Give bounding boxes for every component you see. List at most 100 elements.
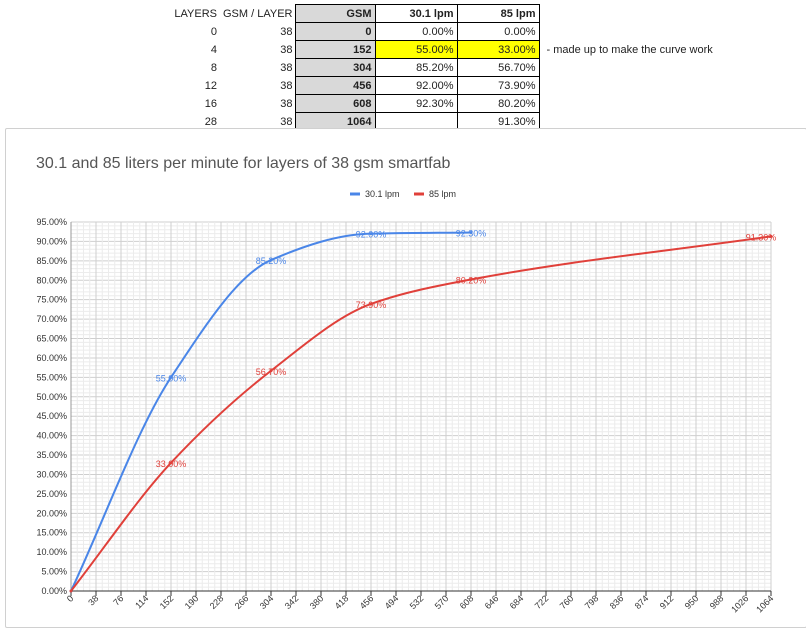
cell[interactable]: 8 — [210, 61, 217, 74]
data-label: 80.20% — [456, 275, 487, 285]
x-tick-label: 342 — [283, 593, 301, 611]
x-tick-label: 114 — [133, 593, 150, 610]
data-label: 55.00% — [156, 373, 187, 383]
legend-label: 85 lpm — [429, 189, 456, 199]
cell[interactable]: 85.20% — [375, 58, 459, 77]
x-tick-label: 494 — [383, 593, 401, 611]
highlighted-cell[interactable]: 33.00% — [457, 40, 541, 59]
table-row: 12 38 456 92.00% 73.90% — [170, 76, 716, 95]
cell[interactable]: 28 — [204, 115, 217, 128]
x-tick-label: 646 — [483, 593, 501, 611]
table-row: 4 38 152 55.00% 33.00% - made up to make… — [170, 40, 716, 59]
cell[interactable]: 92.30% — [375, 94, 459, 113]
y-tick-label: 65.00% — [36, 334, 67, 344]
table-row: 8 38 304 85.20% 56.70% — [170, 58, 716, 77]
x-tick-label: 988 — [708, 593, 726, 611]
x-tick-label: 418 — [333, 593, 351, 611]
data-point — [269, 258, 273, 262]
header-cell[interactable]: GSM — [295, 4, 377, 23]
x-tick-label: 456 — [358, 593, 376, 611]
data-label: 56.70% — [256, 367, 287, 377]
y-tick-label: 35.00% — [36, 450, 67, 460]
data-label: 85.20% — [256, 256, 287, 266]
y-tick-label: 80.00% — [36, 275, 67, 285]
data-point — [69, 589, 73, 593]
series-line-0 — [70, 231, 472, 592]
y-tick-label: 10.00% — [36, 547, 67, 557]
cell[interactable]: 304 — [295, 58, 377, 77]
cell[interactable]: 91.30% — [457, 112, 541, 131]
table-row: 0 38 0 0.00% 0.00% — [170, 22, 716, 41]
x-tick-label: 152 — [158, 593, 176, 611]
y-tick-label: 0.00% — [41, 586, 67, 596]
x-tick-label: 266 — [233, 593, 251, 611]
y-tick-label: 90.00% — [36, 236, 67, 246]
cell[interactable]: 12 — [204, 79, 217, 92]
cell[interactable]: 152 — [295, 40, 377, 59]
x-tick-label: 608 — [458, 593, 476, 611]
cell[interactable]: 38 — [280, 43, 293, 56]
cell[interactable]: 38 — [280, 97, 293, 110]
chart-title: 30.1 and 85 liters per minute for layers… — [36, 155, 451, 172]
y-tick-label: 25.00% — [36, 489, 67, 499]
x-tick-label: 1064 — [754, 593, 775, 614]
y-tick-label: 45.00% — [36, 411, 67, 421]
spreadsheet-table: LAYERS GSM / LAYER GSM 30.1 lpm 85 lpm 0… — [170, 4, 716, 131]
y-tick-label: 95.00% — [36, 217, 67, 227]
header-cell[interactable]: GSM / LAYER — [223, 7, 293, 20]
data-label: 73.90% — [356, 300, 387, 310]
cell[interactable]: 0 — [295, 22, 377, 41]
series-line-1 — [70, 235, 772, 592]
highlighted-cell[interactable]: 55.00% — [375, 40, 459, 59]
y-tick-label: 60.00% — [36, 353, 67, 363]
x-tick-label: 760 — [558, 593, 576, 611]
y-tick-label: 40.00% — [36, 431, 67, 441]
data-point — [169, 461, 173, 465]
cell[interactable]: 456 — [295, 76, 377, 95]
data-label: 92.00% — [356, 230, 387, 240]
x-tick-label: 190 — [183, 593, 201, 611]
data-label: 91.30% — [746, 232, 777, 242]
header-cell[interactable]: 30.1 lpm — [375, 4, 459, 23]
x-tick-label: 798 — [583, 593, 601, 611]
x-tick-label: 304 — [258, 593, 276, 611]
cell[interactable]: 0 — [210, 25, 217, 38]
header-cell[interactable]: LAYERS — [174, 7, 217, 20]
cell[interactable]: 4 — [210, 43, 217, 56]
cell[interactable]: 38 — [280, 25, 293, 38]
y-tick-label: 70.00% — [36, 314, 67, 324]
data-label: 33.00% — [156, 459, 187, 469]
cell[interactable]: 38 — [280, 115, 293, 128]
data-point — [169, 375, 173, 379]
gridlines — [70, 221, 772, 592]
cell[interactable]: 80.20% — [457, 94, 541, 113]
header-cell[interactable]: 85 lpm — [457, 4, 541, 23]
cell[interactable]: 38 — [280, 79, 293, 92]
x-tick-label: 570 — [433, 593, 451, 611]
x-tick-label: 950 — [683, 593, 701, 611]
y-tick-label: 50.00% — [36, 392, 67, 402]
x-tick-label: 76 — [111, 593, 125, 607]
data-label: 92.30% — [456, 228, 487, 238]
x-tick-label: 874 — [633, 593, 651, 611]
data-point — [469, 230, 473, 234]
cell[interactable]: 38 — [280, 61, 293, 74]
x-tick-label: 912 — [658, 593, 676, 611]
y-tick-label: 15.00% — [36, 528, 67, 538]
note-cell[interactable]: - made up to make the curve work — [546, 43, 713, 56]
table-row: 16 38 608 92.30% 80.20% — [170, 94, 716, 113]
y-tick-label: 20.00% — [36, 508, 67, 518]
data-point — [369, 302, 373, 306]
cell[interactable]: 16 — [204, 97, 217, 110]
y-tick-label: 55.00% — [36, 372, 67, 382]
y-tick-label: 30.00% — [36, 469, 67, 479]
x-tick-label: 228 — [208, 593, 226, 611]
x-tick-label: 380 — [308, 593, 326, 611]
x-tick-label: 532 — [408, 593, 426, 611]
data-point — [469, 277, 473, 281]
x-tick-label: 722 — [533, 593, 551, 611]
data-point — [769, 234, 773, 238]
x-tick-label: 0 — [65, 593, 76, 604]
x-tick-label: 836 — [608, 593, 626, 611]
